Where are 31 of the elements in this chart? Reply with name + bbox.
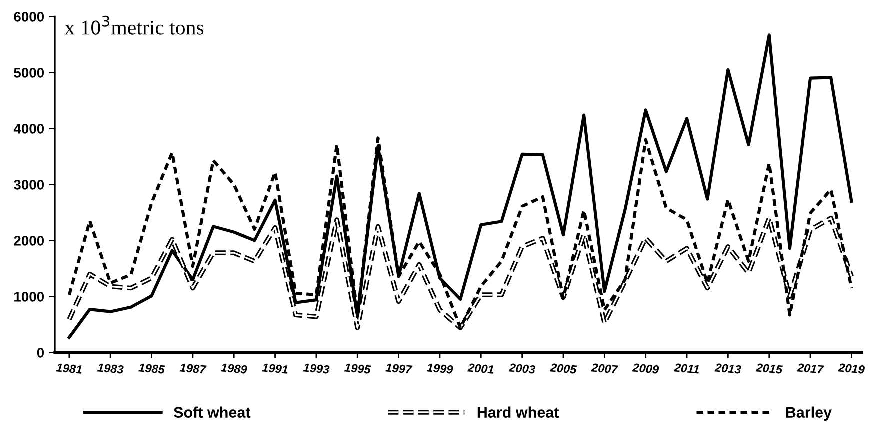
x-tick-label: 1981 [56, 363, 82, 374]
x-tick-label: 2017 [796, 363, 825, 374]
y-tick-label: 1000 [14, 292, 44, 302]
x-tick-label: 2003 [508, 363, 536, 374]
y-axis-title: x 10$^{3}$metric tons [64, 16, 204, 35]
x-tick-label: 2009 [632, 363, 660, 374]
x-tick-label: 2007 [591, 363, 619, 374]
x-tick-label: 2015 [756, 363, 784, 374]
x-tick-label: 2019 [838, 363, 866, 374]
x-tick-label: 1995 [344, 363, 372, 374]
x-tick-label: 1987 [180, 363, 207, 374]
x-tick-label: 1999 [426, 363, 454, 374]
legend-label: Barley [786, 406, 832, 422]
x-tick-label: 1991 [262, 363, 288, 374]
y-tick-label: 6000 [14, 12, 44, 22]
legend-label: Hard wheat [478, 406, 560, 418]
y-tick-label: 2000 [14, 236, 44, 246]
y-tick-label: 0 [37, 348, 44, 358]
x-tick-label: 1997 [386, 363, 413, 374]
x-tick-label: 1985 [138, 363, 166, 374]
y-tick-label: 5000 [14, 68, 44, 78]
y-tick-label: 3000 [14, 180, 44, 190]
x-tick-label: 1993 [303, 363, 330, 374]
x-tick-label: 1989 [220, 363, 248, 374]
x-tick-label: 1983 [97, 363, 124, 374]
x-tick-label: 2011 [674, 363, 700, 374]
y-tick-label: 4000 [14, 124, 44, 134]
legend-label: Soft wheat [174, 406, 251, 418]
x-tick-label: 2001 [468, 363, 494, 374]
x-tick-label: 2013 [714, 363, 742, 374]
x-tick-label: 2005 [550, 363, 578, 374]
